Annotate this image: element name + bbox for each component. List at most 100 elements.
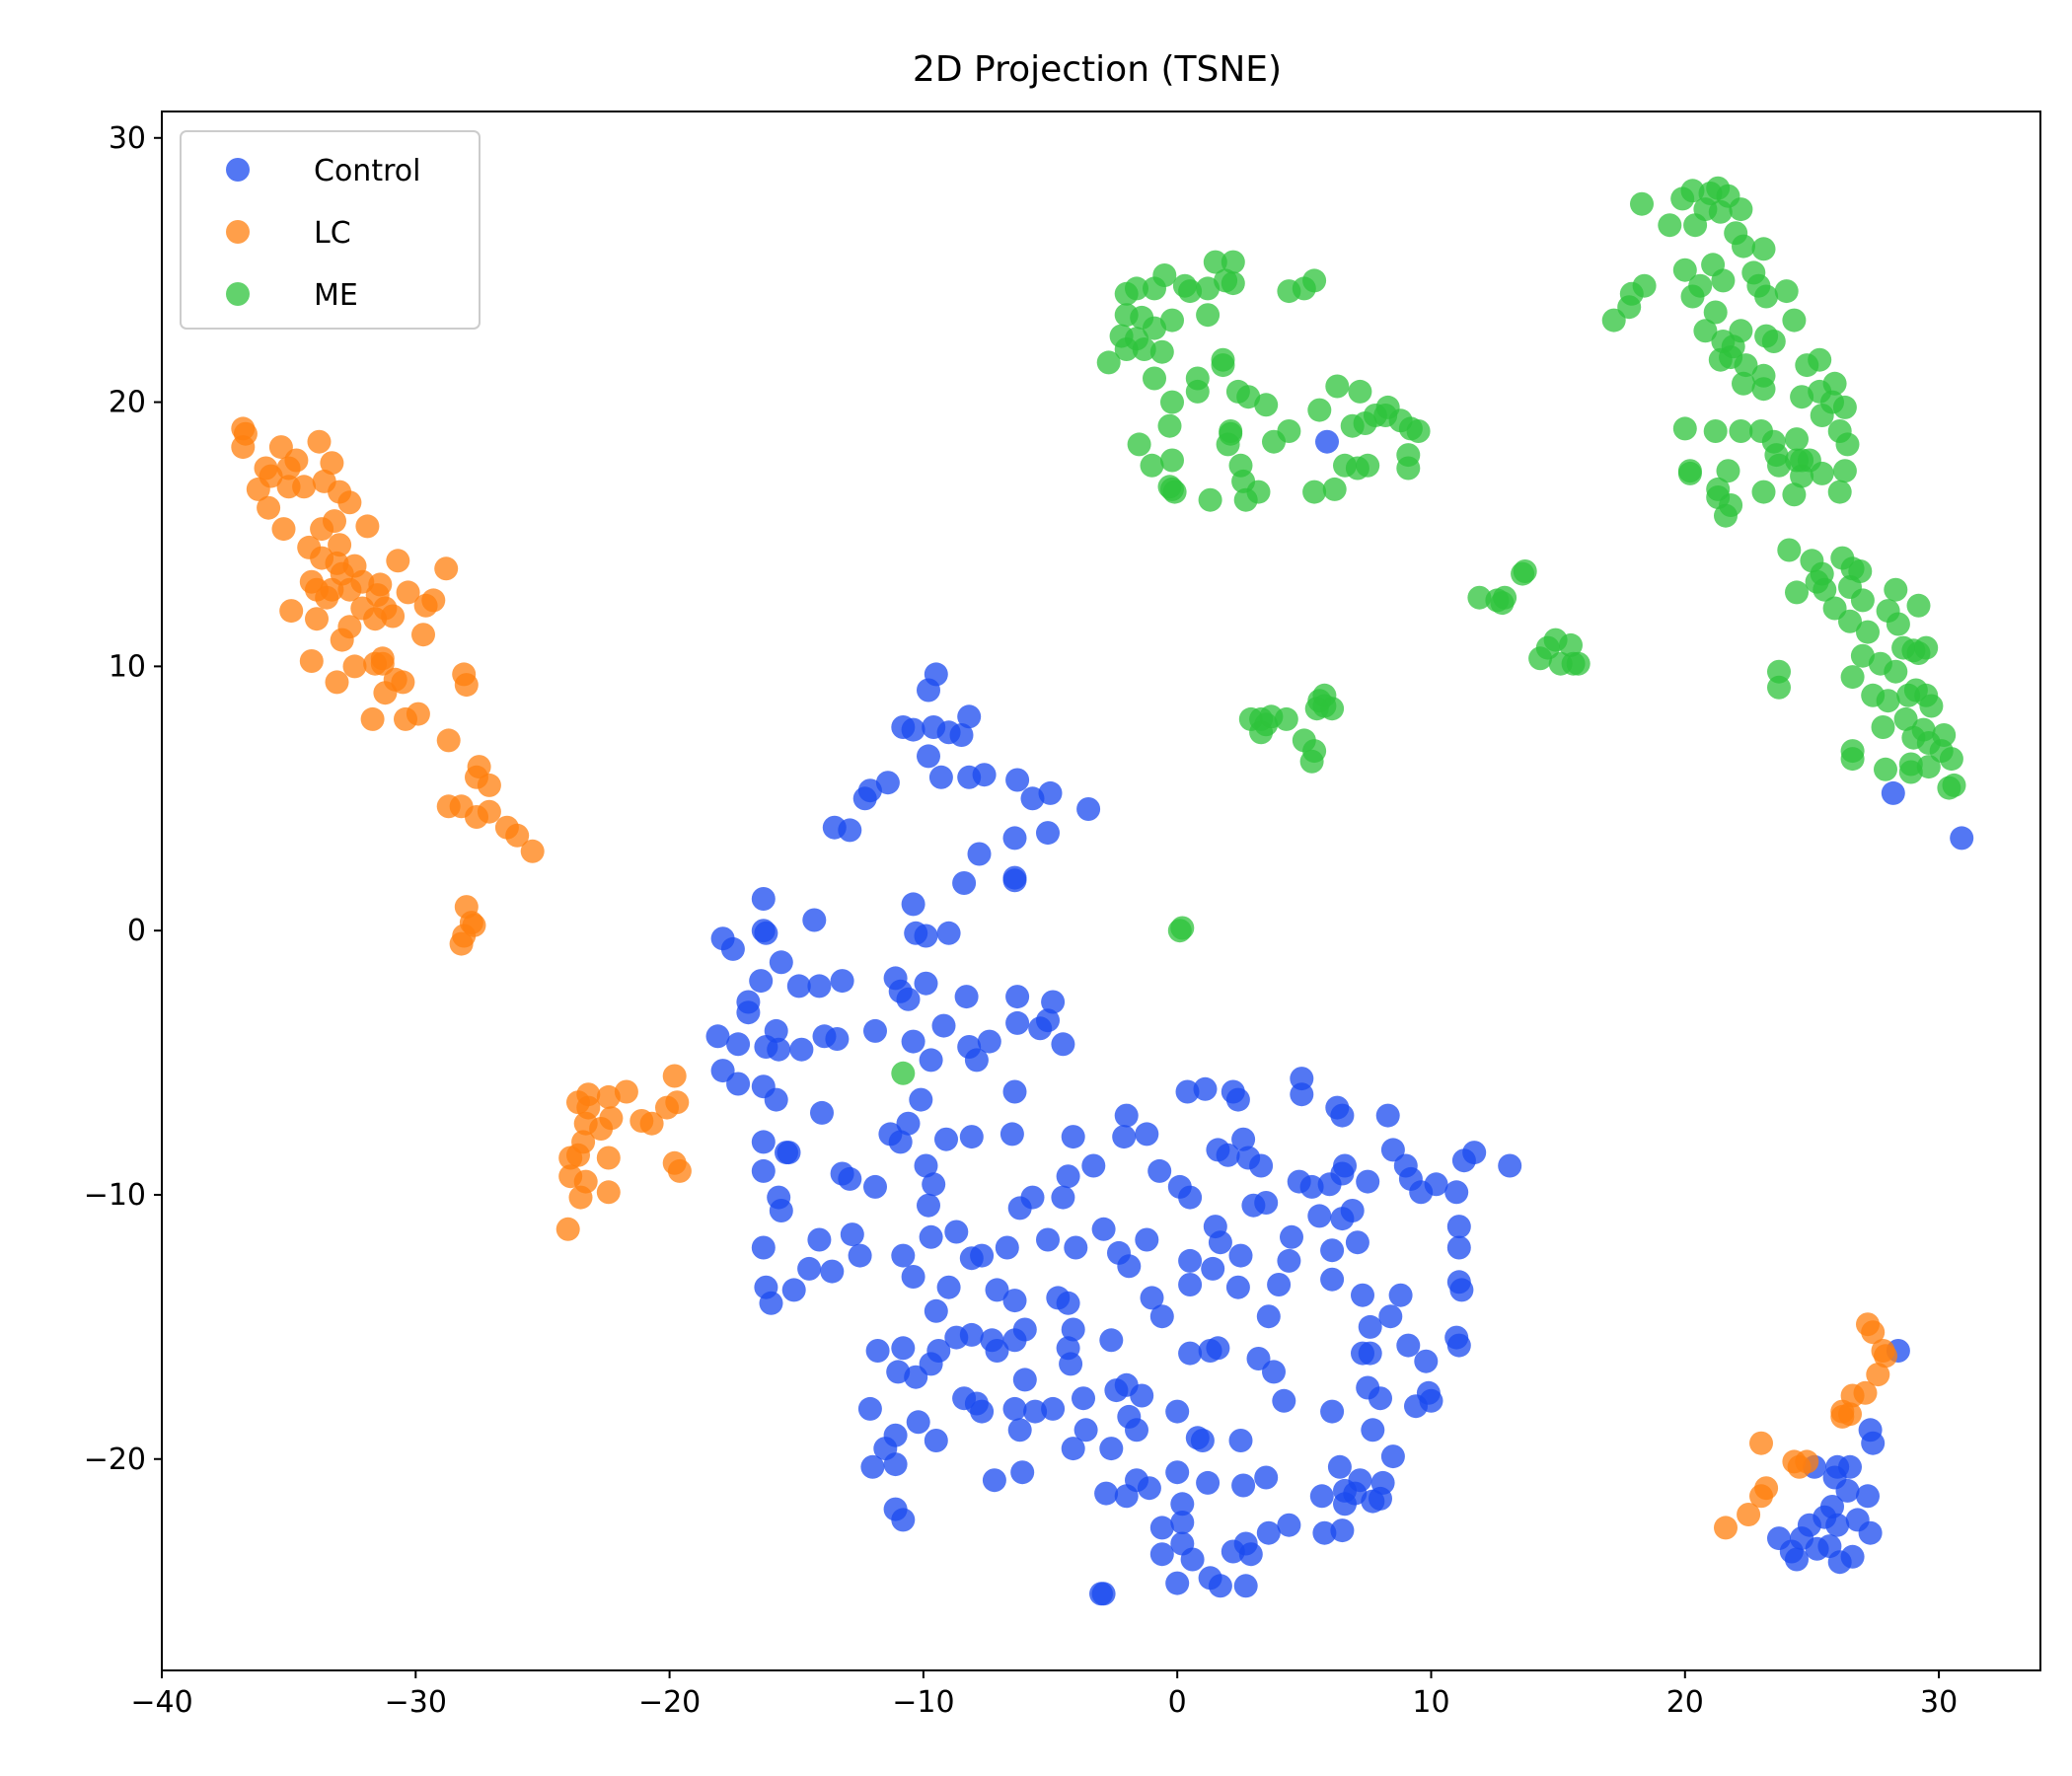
point-control-280 — [1149, 1516, 1174, 1540]
point-lc-69 — [520, 839, 545, 863]
point-me-222 — [1170, 916, 1195, 940]
point-me-144 — [1777, 538, 1802, 562]
legend-marker-me — [226, 282, 250, 306]
point-me-211 — [1254, 712, 1279, 737]
point-control-227 — [1104, 1378, 1129, 1403]
point-control-318 — [1785, 1547, 1809, 1572]
point-lc-22 — [310, 517, 334, 542]
point-control-75 — [810, 1100, 834, 1125]
x-tick-label: −30 — [385, 1685, 447, 1720]
point-control-269 — [1254, 1465, 1279, 1490]
point-me-98 — [1761, 330, 1786, 353]
chart-title: 2D Projection (TSNE) — [913, 49, 1282, 90]
point-lc-68 — [505, 823, 530, 848]
legend-marker-lc — [226, 220, 250, 244]
point-me-82 — [1658, 213, 1682, 238]
point-control-234 — [924, 1429, 948, 1452]
point-control-293 — [1208, 1574, 1232, 1598]
point-lc-51 — [370, 651, 395, 676]
point-control-84 — [959, 1125, 984, 1149]
point-control-149 — [891, 1243, 916, 1268]
point-control-176 — [1002, 1289, 1027, 1313]
x-tick-label: −20 — [638, 1685, 701, 1720]
point-control-307 — [1835, 1478, 1860, 1503]
point-me-193 — [1767, 675, 1791, 700]
point-control-66 — [705, 1024, 730, 1049]
point-control-36 — [720, 936, 745, 961]
point-lc-43 — [337, 577, 362, 602]
point-lc-99 — [568, 1185, 593, 1210]
point-control-119 — [1462, 1141, 1487, 1165]
point-me-158 — [1884, 577, 1908, 602]
point-control-225 — [1072, 1386, 1095, 1411]
point-control-26 — [952, 871, 977, 895]
point-control-253 — [1419, 1388, 1443, 1413]
point-control-154 — [995, 1235, 1019, 1260]
point-me-58 — [1246, 480, 1271, 504]
point-lc-120 — [1714, 1516, 1738, 1540]
point-me-195 — [1513, 559, 1537, 583]
point-control-88 — [1112, 1125, 1137, 1149]
point-control-178 — [1056, 1291, 1080, 1315]
y-tick-label: 0 — [127, 914, 146, 948]
point-me-3 — [1152, 263, 1177, 287]
plot-frame — [161, 111, 2041, 1671]
legend-label-control: Control — [314, 154, 420, 188]
point-control-40 — [807, 974, 832, 999]
point-me-77 — [1708, 199, 1733, 224]
point-control-27 — [751, 887, 776, 911]
point-me-119 — [1835, 432, 1860, 457]
point-control-230 — [857, 1396, 882, 1421]
point-control-297 — [1315, 429, 1339, 454]
point-control-219 — [904, 1365, 928, 1389]
point-me-130 — [1729, 419, 1753, 443]
point-control-205 — [1059, 1352, 1083, 1376]
point-lc-78 — [462, 913, 486, 937]
point-control-151 — [944, 1220, 969, 1244]
point-control-6 — [957, 704, 982, 729]
point-me-113 — [1790, 385, 1814, 409]
point-lc-46 — [363, 607, 388, 631]
point-me-191 — [1942, 773, 1966, 797]
point-control-296 — [1089, 1582, 1113, 1606]
point-control-71 — [726, 1072, 751, 1096]
point-lc-60 — [360, 706, 385, 731]
point-me-24 — [1096, 350, 1121, 375]
point-lc-85 — [667, 1158, 692, 1183]
point-control-73 — [764, 1087, 788, 1112]
point-control-129 — [1444, 1180, 1469, 1205]
point-lc-21 — [328, 533, 352, 557]
point-control-107 — [1375, 1103, 1400, 1128]
point-control-157 — [1091, 1217, 1116, 1241]
point-lc-112 — [1830, 1404, 1855, 1429]
point-control-255 — [883, 1452, 908, 1477]
point-lc-10 — [292, 475, 317, 499]
point-lc-6 — [268, 435, 293, 460]
point-lc-61 — [436, 728, 461, 753]
point-control-85 — [999, 1122, 1024, 1147]
point-control-254 — [860, 1454, 885, 1479]
point-control-265 — [1170, 1492, 1195, 1517]
point-control-222 — [964, 1391, 989, 1416]
point-control-92 — [838, 1166, 862, 1191]
point-control-169 — [1320, 1267, 1345, 1292]
point-me-45 — [1127, 432, 1151, 457]
point-control-156 — [1064, 1235, 1088, 1260]
point-lc-59 — [394, 706, 417, 731]
point-me-16 — [1143, 316, 1166, 340]
point-control-238 — [1061, 1437, 1085, 1461]
point-me-66 — [1373, 404, 1398, 427]
point-me-169 — [1840, 665, 1865, 690]
x-tick-label: 30 — [1920, 1685, 1958, 1720]
point-lc-102 — [555, 1217, 580, 1241]
point-control-9 — [928, 765, 953, 789]
y-tick-label: 30 — [109, 121, 146, 156]
point-control-187 — [1267, 1273, 1292, 1296]
point-control-184 — [1178, 1273, 1203, 1296]
y-tick-label: 10 — [109, 649, 146, 684]
point-control-74 — [1002, 1079, 1027, 1104]
point-control-48 — [1041, 990, 1066, 1014]
point-me-189 — [1916, 755, 1941, 779]
point-me-50 — [1160, 477, 1184, 501]
point-control-263 — [1137, 1476, 1161, 1501]
